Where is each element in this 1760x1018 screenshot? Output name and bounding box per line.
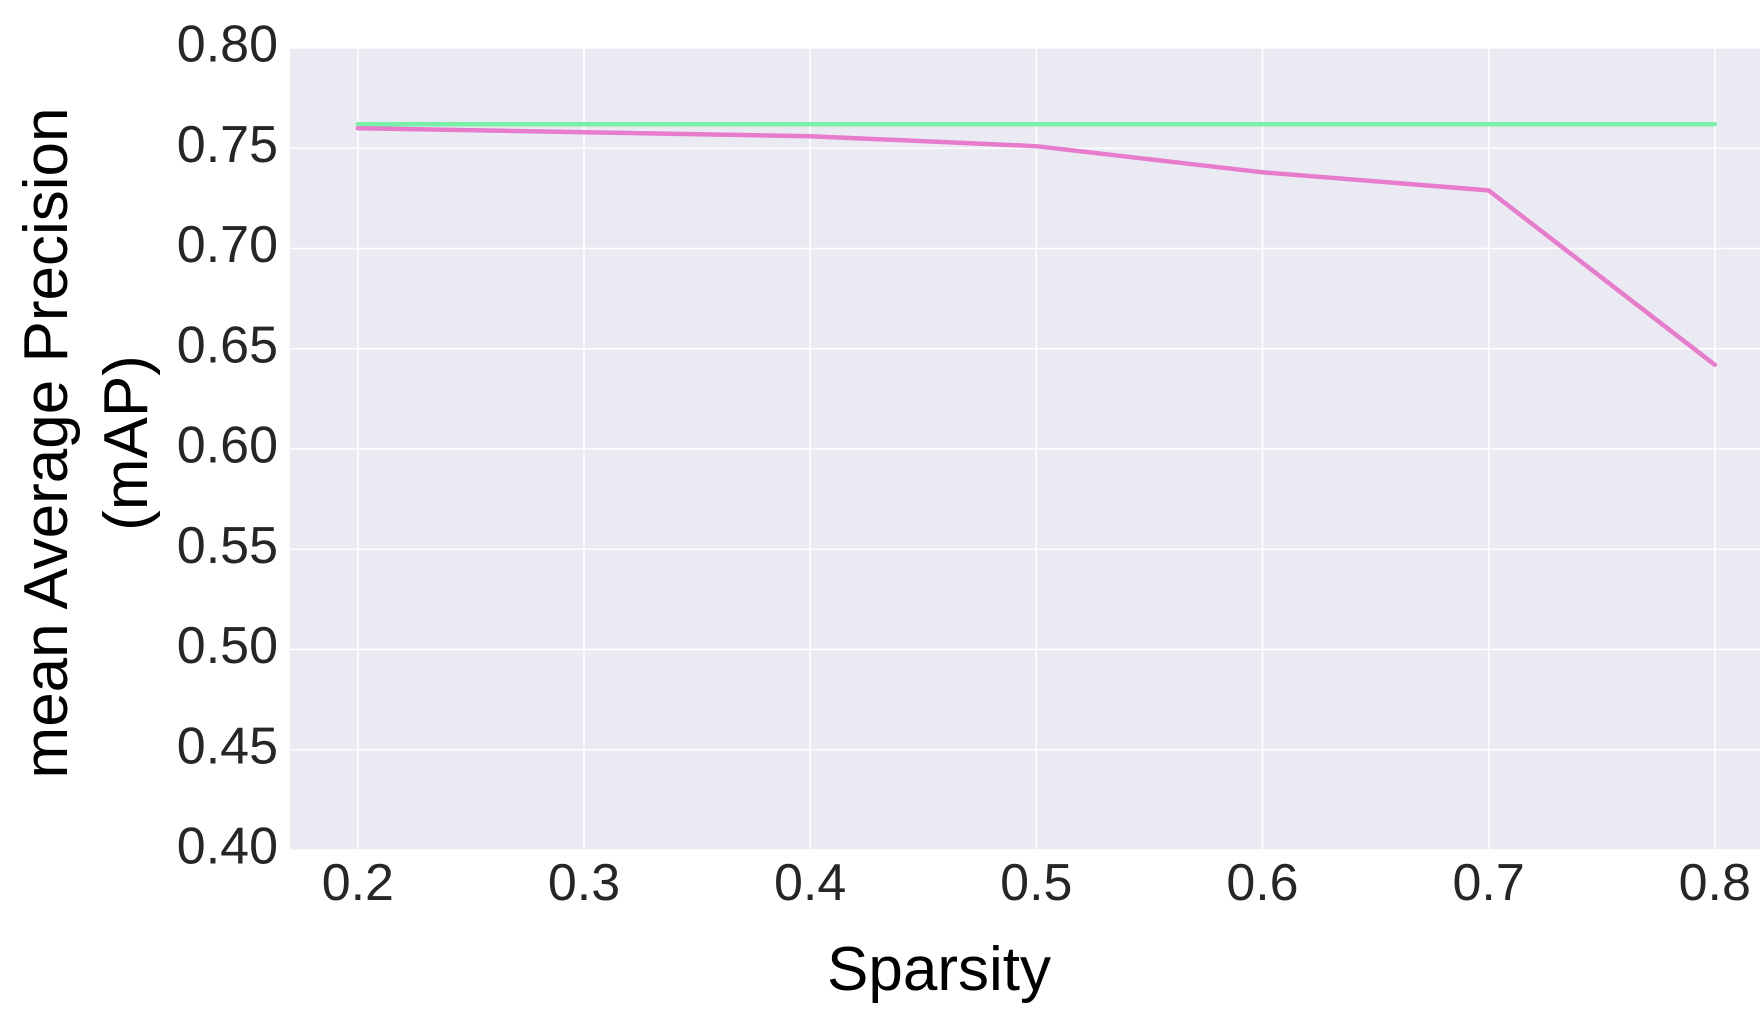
y-axis-label-line-1: mean Average Precision bbox=[12, 108, 81, 779]
y-tick-label: 0.45 bbox=[177, 717, 278, 775]
y-tick-labels: 0.40 0.45 0.50 0.55 0.60 0.65 0.70 0.75 0.80 bbox=[177, 16, 278, 876]
y-tick-label: 0.60 bbox=[177, 417, 278, 475]
x-tick-label: 0.2 bbox=[322, 854, 394, 912]
y-axis-label: mean Average Precision (mAP) bbox=[12, 108, 161, 779]
y-axis-label-line-2: (mAP) bbox=[92, 355, 161, 531]
x-tick-label: 0.3 bbox=[548, 854, 620, 912]
y-tick-label: 0.50 bbox=[177, 617, 278, 675]
x-tick-labels: 0.2 0.3 0.4 0.5 0.6 0.7 0.8 bbox=[322, 854, 1751, 912]
y-tick-label: 0.55 bbox=[177, 517, 278, 575]
x-tick-label: 0.6 bbox=[1226, 854, 1298, 912]
y-tick-label: 0.75 bbox=[177, 116, 278, 174]
grid-lines bbox=[290, 47, 1760, 851]
x-tick-label: 0.5 bbox=[1000, 854, 1072, 912]
series-lines bbox=[355, 121, 1718, 368]
series-line-2 bbox=[355, 125, 1718, 368]
x-tick-label: 0.7 bbox=[1452, 854, 1524, 912]
y-tick-label: 0.80 bbox=[177, 16, 278, 74]
y-tick-label: 0.65 bbox=[177, 316, 278, 374]
x-tick-label: 0.4 bbox=[774, 854, 846, 912]
y-tick-label: 0.70 bbox=[177, 216, 278, 274]
x-axis-label: Sparsity bbox=[827, 935, 1051, 1004]
y-tick-label: 0.40 bbox=[177, 818, 278, 876]
x-tick-label: 0.8 bbox=[1679, 854, 1751, 912]
